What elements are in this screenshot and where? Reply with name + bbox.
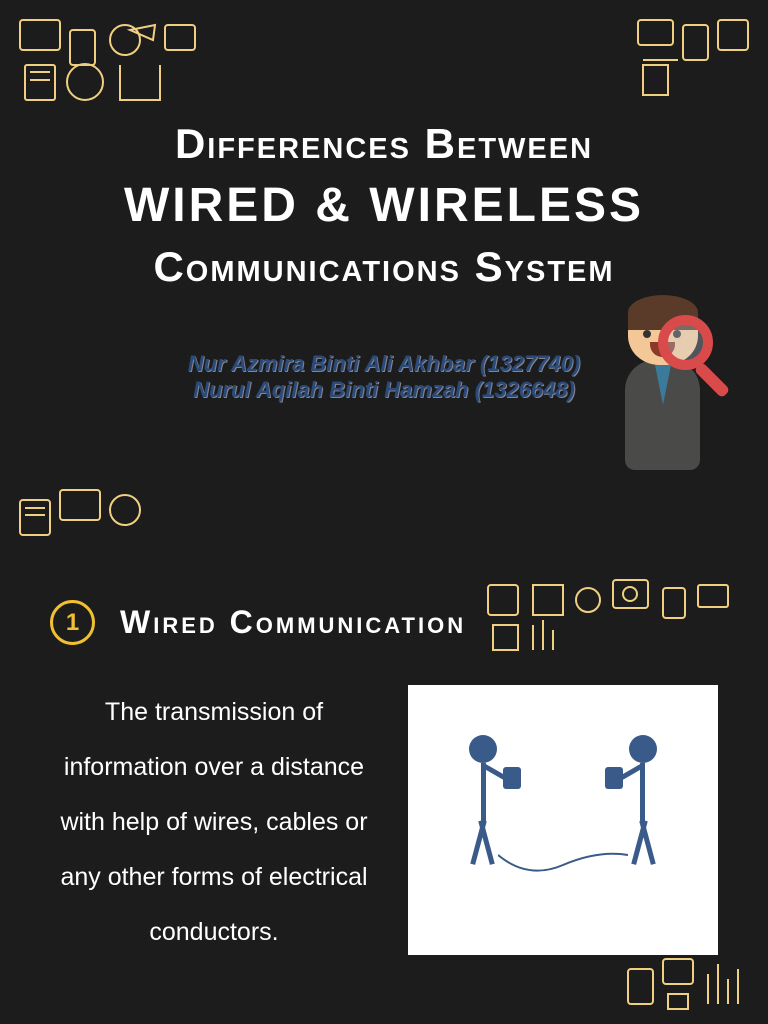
doodle-top-left-icon [10,10,210,130]
doodle-bottom-left-icon [10,470,160,550]
section-number: 1 [50,600,95,645]
title-line-3: Communications System [0,243,768,291]
stick-figure-right [608,735,678,823]
content-slide: 1 Wired Communication The transmission o… [0,560,768,1024]
wired-illustration [408,685,718,955]
stick-figure-left [448,735,518,823]
magnifier-icon [658,315,713,370]
section-title: Wired Communication [120,604,466,641]
doodle-slide2-bottom-icon [618,949,758,1019]
doodle-top-right-icon [628,10,758,110]
character-illustration [598,300,728,500]
title-line-2: WIRED & WIRELESS [124,178,644,233]
content-row: The transmission of information over a d… [0,665,768,980]
title-slide: Differences Between WIRED & WIRELESS Com… [0,0,768,560]
doodle-slide2-top-icon [478,570,758,660]
wire-icon [498,845,628,885]
body-text: The transmission of information over a d… [50,685,378,960]
